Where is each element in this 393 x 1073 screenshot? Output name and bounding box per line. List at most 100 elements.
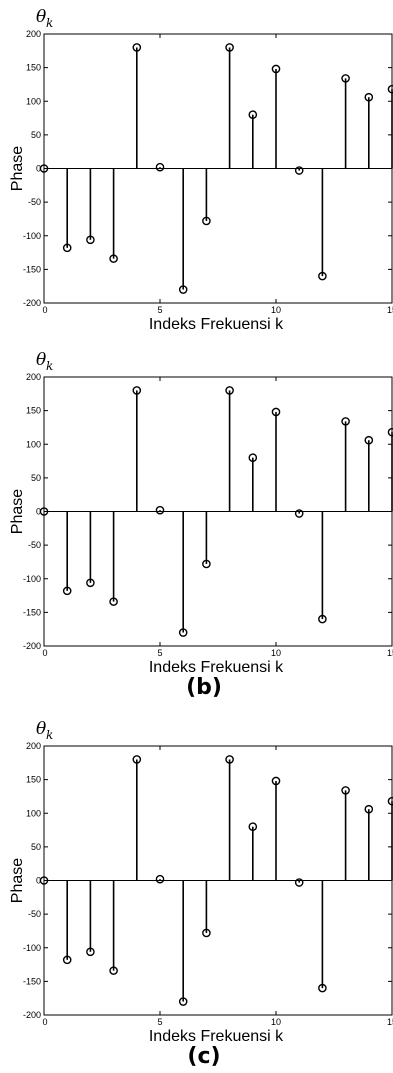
figure-caption: (c) — [187, 1044, 220, 1069]
stem-marker — [155, 505, 165, 515]
y-tick-label: 100 — [26, 439, 41, 449]
y-tick-label: 0 — [36, 507, 41, 517]
x-tick-label: 15 — [387, 648, 393, 658]
chart-title-symbol: θ — [36, 719, 46, 739]
stem-marker — [86, 578, 95, 588]
chart-panel-b: 200150100500-50-100-150-200051015θkPhase… — [0, 343, 393, 700]
y-tick-label: 150 — [26, 775, 41, 785]
x-tick-label: 5 — [157, 648, 162, 658]
y-tick-label: 0 — [36, 876, 41, 886]
stem-marker — [294, 878, 304, 887]
stem-marker — [271, 407, 281, 417]
x-tick-label: 10 — [271, 648, 281, 658]
stem-marker — [202, 559, 211, 569]
stem-marker — [341, 417, 350, 426]
y-tick-label: 50 — [31, 130, 41, 140]
chart-title-symbol: θ — [36, 7, 46, 27]
x-axis-label: Indeks Frekuensi k — [149, 316, 284, 333]
chart-b: 200150100500-50-100-150-200051015θkPhase… — [9, 350, 393, 700]
stem-marker — [248, 822, 258, 831]
y-tick-label: -50 — [28, 909, 41, 919]
y-axis-label: Phase — [9, 489, 26, 534]
stem-marker — [318, 614, 327, 624]
stem-marker — [62, 243, 72, 253]
y-tick-label: 150 — [26, 63, 41, 73]
x-tick-label: 15 — [387, 1017, 393, 1027]
stem-marker — [318, 983, 327, 993]
y-tick-label: 50 — [31, 473, 41, 483]
stem-marker — [132, 755, 142, 764]
stem-marker — [341, 74, 350, 83]
stem-marker — [178, 285, 188, 294]
stem-marker — [294, 509, 304, 518]
y-tick-label: -200 — [23, 1010, 41, 1020]
stem-marker — [39, 507, 49, 516]
stem-marker — [62, 955, 72, 965]
stem-marker — [225, 43, 234, 52]
y-tick-label: -100 — [23, 574, 41, 584]
stem-marker — [202, 928, 211, 938]
y-tick-label: -150 — [23, 264, 41, 274]
stem-marker — [248, 453, 258, 462]
chart-c: 200150100500-50-100-150-200051015θkPhase… — [9, 719, 393, 1069]
y-tick-label: -50 — [28, 197, 41, 207]
y-tick-label: 0 — [36, 164, 41, 174]
stem-marker — [225, 386, 234, 395]
chart-title-subscript: k — [46, 359, 53, 373]
y-tick-label: -150 — [23, 976, 41, 986]
x-axis-label: Indeks Frekuensi k — [149, 659, 284, 676]
y-axis-label: Phase — [9, 858, 26, 903]
stem-marker — [62, 586, 72, 596]
stem-marker — [387, 427, 393, 437]
y-tick-label: -100 — [23, 943, 41, 953]
stem-marker — [132, 43, 142, 52]
y-tick-label: 100 — [26, 808, 41, 818]
y-tick-label: 150 — [26, 406, 41, 416]
x-tick-label: 10 — [271, 1017, 281, 1027]
y-tick-label: -50 — [28, 540, 41, 550]
x-tick-label: 10 — [271, 305, 281, 315]
stem-marker — [294, 166, 304, 175]
stem-marker — [39, 164, 49, 173]
stem-marker — [387, 796, 393, 806]
stem-marker — [86, 947, 95, 957]
chart-panel-a: 200150100500-50-100-150-200051015θkPhase… — [0, 0, 393, 345]
stem-marker — [155, 874, 165, 884]
stem-marker — [109, 597, 118, 606]
x-tick-label: 0 — [42, 1017, 47, 1027]
stem-marker — [132, 386, 142, 395]
figure-caption: (b) — [186, 675, 222, 700]
stem-marker — [225, 755, 234, 764]
y-tick-label: 100 — [26, 96, 41, 106]
stem-marker — [155, 162, 165, 172]
stem-marker — [387, 84, 393, 94]
stem-marker — [248, 110, 258, 119]
y-tick-label: 50 — [31, 842, 41, 852]
x-tick-label: 0 — [42, 648, 47, 658]
y-axis-label: Phase — [9, 146, 26, 191]
x-axis-label: Indeks Frekuensi k — [149, 1028, 284, 1045]
x-tick-label: 5 — [157, 305, 162, 315]
chart-panel-c: 200150100500-50-100-150-200051015θkPhase… — [0, 712, 393, 1073]
y-tick-label: 200 — [26, 372, 41, 382]
stem-marker — [202, 216, 211, 226]
chart-a: 200150100500-50-100-150-200051015θkPhase… — [9, 7, 393, 333]
stem-marker — [318, 271, 327, 281]
chart-title-subscript: k — [46, 728, 53, 742]
chart-title-subscript: k — [46, 16, 53, 30]
y-tick-label: -200 — [23, 641, 41, 651]
stem-marker — [271, 776, 281, 786]
stem-marker — [86, 235, 95, 245]
stem-marker — [109, 254, 118, 263]
stem-marker — [109, 966, 118, 975]
x-tick-label: 5 — [157, 1017, 162, 1027]
stem-marker — [39, 876, 49, 885]
stem-marker — [364, 92, 374, 102]
stem-marker — [178, 628, 188, 637]
x-tick-label: 15 — [387, 305, 393, 315]
stem-marker — [178, 997, 188, 1006]
y-tick-label: -200 — [23, 298, 41, 308]
y-tick-label: -100 — [23, 231, 41, 241]
stem-marker — [341, 786, 350, 795]
y-tick-label: 200 — [26, 29, 41, 39]
